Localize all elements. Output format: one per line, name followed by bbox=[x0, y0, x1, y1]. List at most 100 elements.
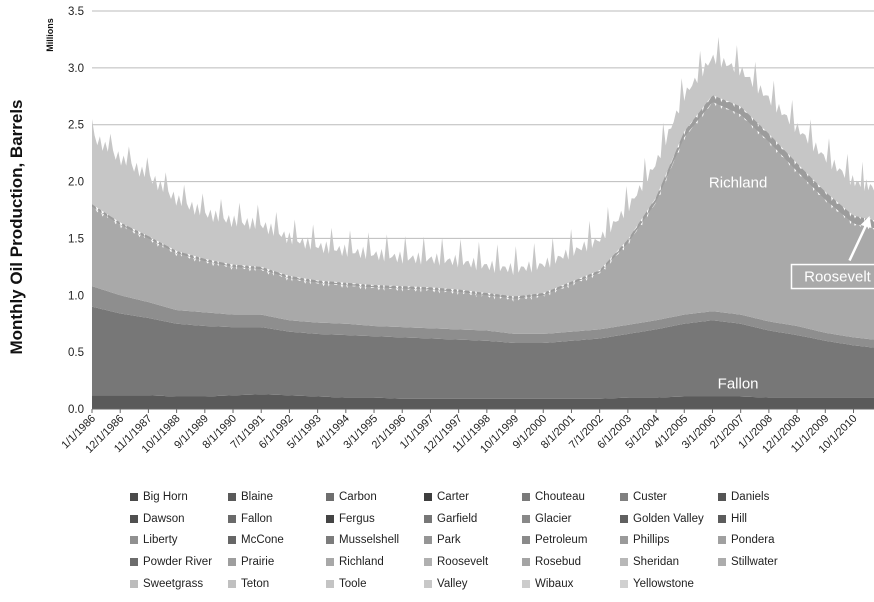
legend-swatch bbox=[522, 536, 530, 545]
legend-swatch bbox=[424, 514, 432, 523]
legend-swatch bbox=[718, 536, 726, 545]
legend-label: Carter bbox=[437, 490, 469, 503]
legend-label: Powder River bbox=[143, 555, 213, 568]
legend-item: Park bbox=[424, 529, 520, 551]
legend-label: Wibaux bbox=[535, 577, 574, 590]
legend-item: Fergus bbox=[326, 508, 422, 530]
y-axis-title-box: Monthly Oil Production, Barrels bbox=[0, 62, 34, 392]
legend-label: Musselshell bbox=[339, 534, 400, 547]
y-tick-label: 2.0 bbox=[68, 177, 84, 189]
legend-swatch bbox=[130, 557, 138, 566]
y-tick-label: 1.0 bbox=[68, 290, 84, 302]
legend-swatch bbox=[718, 557, 726, 566]
y-tick-label: 3.0 bbox=[68, 63, 84, 75]
legend-label: Daniels bbox=[731, 490, 770, 503]
legend-swatch bbox=[424, 557, 432, 566]
legend-item: Richland bbox=[326, 551, 422, 573]
legend-item: Phillips bbox=[620, 529, 716, 551]
legend-swatch bbox=[620, 579, 628, 588]
legend-item: Toole bbox=[326, 573, 422, 595]
legend-swatch bbox=[130, 536, 138, 545]
legend-item: Pondera bbox=[718, 529, 814, 551]
legend-swatch bbox=[522, 514, 530, 523]
legend-label: Chouteau bbox=[535, 490, 585, 503]
legend-item: Petroleum bbox=[522, 529, 618, 551]
y-tick-label: 3.5 bbox=[68, 6, 84, 18]
y-tick-label: 1.5 bbox=[68, 233, 84, 245]
legend-label: Teton bbox=[241, 577, 270, 590]
legend-label: Sheridan bbox=[633, 555, 680, 568]
legend-item: Liberty bbox=[130, 529, 226, 551]
legend-item: Wibaux bbox=[522, 573, 618, 595]
legend-swatch bbox=[326, 557, 334, 566]
legend-item: Roosevelt bbox=[424, 551, 520, 573]
legend-label: Fergus bbox=[339, 512, 375, 525]
legend-label: Golden Valley bbox=[633, 512, 704, 525]
legend-swatch bbox=[326, 536, 334, 545]
legend-label: Garfield bbox=[437, 512, 478, 525]
units-label-box: Millions bbox=[44, 10, 56, 60]
legend-item: Chouteau bbox=[522, 486, 618, 508]
legend-label: Roosevelt bbox=[437, 555, 489, 568]
legend-label: Pondera bbox=[731, 534, 775, 547]
area-series-3 bbox=[92, 92, 874, 340]
legend-label: Carbon bbox=[339, 490, 377, 503]
legend-item: Golden Valley bbox=[620, 508, 716, 530]
legend-item: Garfield bbox=[424, 508, 520, 530]
legend-item: Hill bbox=[718, 508, 814, 530]
legend-item: Powder River bbox=[130, 551, 226, 573]
legend-swatch bbox=[718, 514, 726, 523]
legend-swatch bbox=[620, 557, 628, 566]
area-series-2 bbox=[92, 286, 874, 348]
legend-swatch bbox=[620, 514, 628, 523]
annotation-arrowhead bbox=[860, 215, 872, 228]
legend-swatch bbox=[718, 492, 726, 501]
y-tick-label: 0.0 bbox=[68, 404, 84, 416]
legend-item: Valley bbox=[424, 573, 520, 595]
legend-item: Daniels bbox=[718, 486, 814, 508]
legend-swatch bbox=[228, 492, 236, 501]
legend-item: Sheridan bbox=[620, 551, 716, 573]
legend-swatch bbox=[522, 557, 530, 566]
legend-swatch bbox=[522, 492, 530, 501]
legend-label: Toole bbox=[339, 577, 367, 590]
legend-label: Park bbox=[437, 534, 461, 547]
y-tick-label: 2.5 bbox=[68, 120, 84, 132]
legend-label: Liberty bbox=[143, 534, 178, 547]
legend: Big Horn Blaine Carbon Carter Chouteau Custer… bbox=[130, 486, 820, 594]
legend-item: Custer bbox=[620, 486, 716, 508]
legend-label: Yellowstone bbox=[633, 577, 694, 590]
legend-item: Teton bbox=[228, 573, 324, 595]
area-series-1 bbox=[92, 306, 874, 399]
legend-label: Rosebud bbox=[535, 555, 582, 568]
legend-swatch bbox=[130, 492, 138, 501]
legend-item: McCone bbox=[228, 529, 324, 551]
legend-item: Prairie bbox=[228, 551, 324, 573]
legend-label: Hill bbox=[731, 512, 747, 525]
legend-item: Rosebud bbox=[522, 551, 618, 573]
legend-item: Yellowstone bbox=[620, 573, 716, 595]
legend-label: Stillwater bbox=[731, 555, 778, 568]
legend-item: Stillwater bbox=[718, 551, 814, 573]
legend-swatch bbox=[130, 579, 138, 588]
legend-swatch bbox=[424, 536, 432, 545]
annotation-fallon: Fallon bbox=[718, 376, 759, 393]
legend-item: Sweetgrass bbox=[130, 573, 226, 595]
legend-swatch bbox=[326, 579, 334, 588]
legend-swatch bbox=[130, 514, 138, 523]
legend-swatch bbox=[522, 579, 530, 588]
annotation-richland: Richland bbox=[709, 174, 767, 191]
legend-label: Prairie bbox=[241, 555, 275, 568]
legend-swatch bbox=[326, 514, 334, 523]
legend-label: Sweetgrass bbox=[143, 577, 204, 590]
legend-item: Blaine bbox=[228, 486, 324, 508]
annotation-roosevelt: Roosevelt bbox=[804, 269, 872, 286]
legend-label: Phillips bbox=[633, 534, 670, 547]
legend-swatch bbox=[228, 514, 236, 523]
legend-label: Fallon bbox=[241, 512, 273, 525]
legend-item: Musselshell bbox=[326, 529, 422, 551]
legend-label: Custer bbox=[633, 490, 667, 503]
legend-swatch bbox=[326, 492, 334, 501]
